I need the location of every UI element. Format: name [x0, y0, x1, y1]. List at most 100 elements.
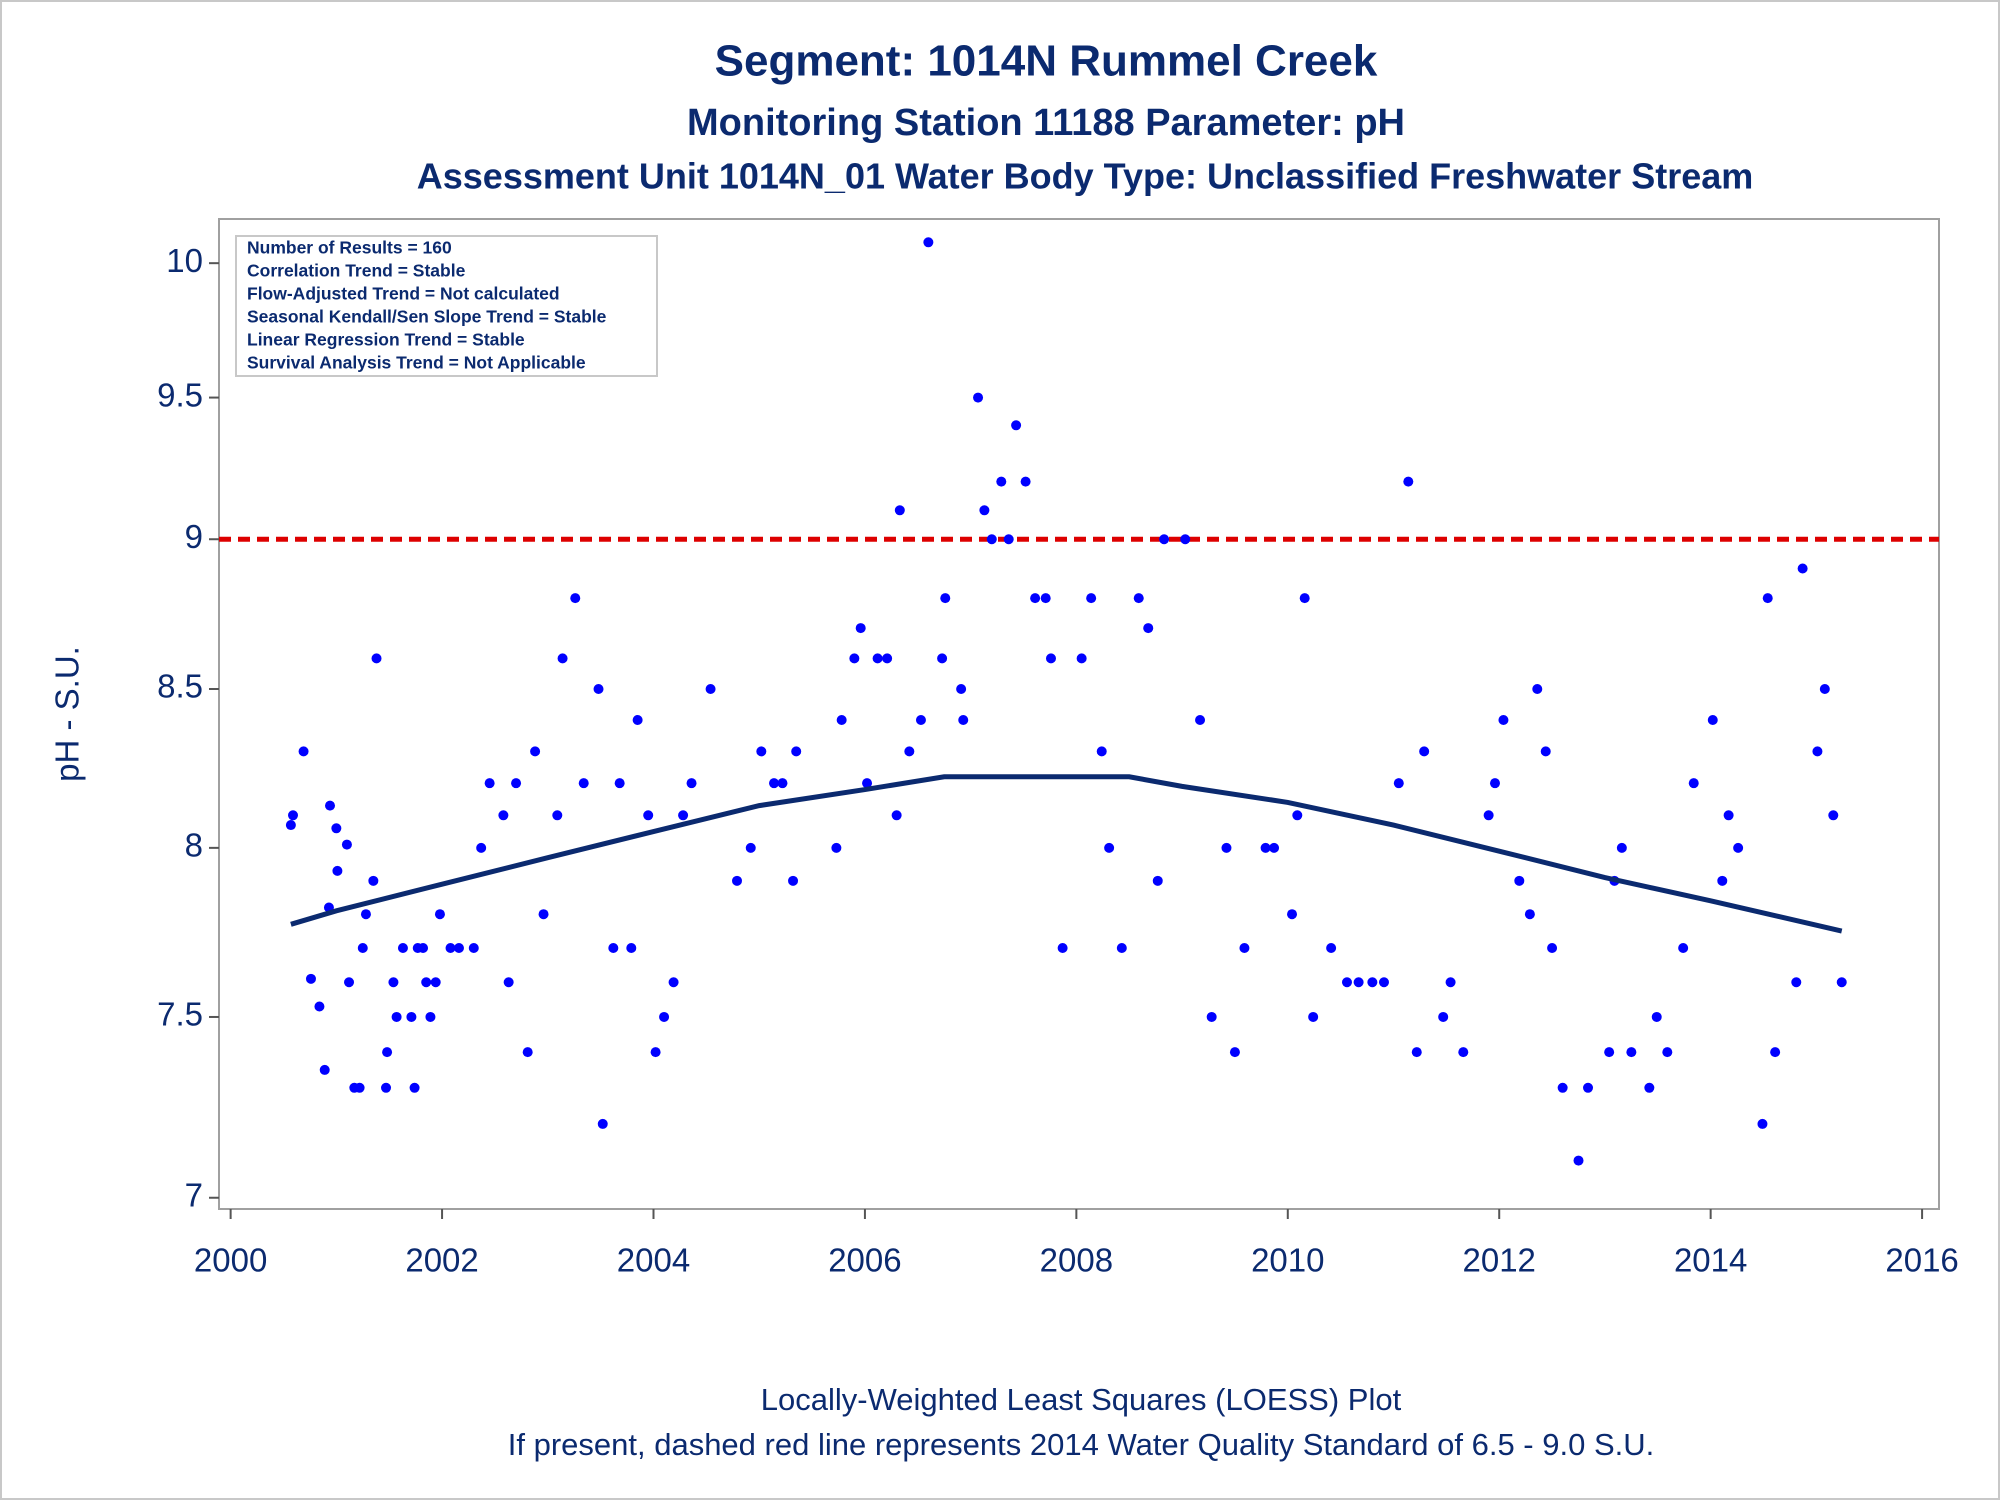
data-point [1353, 977, 1364, 988]
data-point [756, 746, 767, 757]
data-point [668, 977, 679, 988]
data-point [1403, 476, 1414, 487]
data-point [1180, 534, 1191, 545]
data-point [1532, 684, 1543, 695]
data-point [937, 653, 948, 664]
data-point [357, 943, 368, 954]
data-point [1159, 534, 1170, 545]
data-point [1116, 943, 1127, 954]
data-point [368, 875, 379, 886]
data-point [557, 653, 568, 664]
data-point [1287, 909, 1298, 920]
data-point [1836, 977, 1847, 988]
data-point [1540, 746, 1551, 757]
chart-subtitle: Monitoring Station 11188 Parameter: pH [687, 102, 1405, 144]
data-point [1828, 810, 1839, 821]
data-point [305, 973, 316, 984]
data-point [1229, 1047, 1240, 1058]
data-point [973, 392, 984, 403]
data-point [511, 778, 522, 789]
data-point [1045, 653, 1056, 664]
data-point [882, 653, 893, 664]
data-point [732, 875, 743, 886]
data-point [777, 778, 788, 789]
chart-title: Segment: 1014N Rummel Creek [715, 37, 1378, 86]
data-point [791, 746, 802, 757]
data-point [1651, 1011, 1662, 1022]
data-point [1489, 778, 1500, 789]
data-point [1723, 810, 1734, 821]
data-point [632, 715, 643, 726]
x-tick-label: 2010 [1251, 1242, 1324, 1279]
data-point [891, 810, 902, 821]
data-point [1393, 778, 1404, 789]
data-point [986, 534, 997, 545]
data-point [1797, 563, 1808, 574]
data-point [1239, 943, 1250, 954]
data-point [1717, 875, 1728, 886]
data-point [904, 746, 915, 757]
data-point [894, 505, 905, 516]
data-point [1438, 1011, 1449, 1022]
data-point [1206, 1011, 1217, 1022]
data-point [570, 593, 581, 604]
annotation-box [235, 235, 658, 377]
data-point [288, 810, 299, 821]
data-point [445, 943, 456, 954]
data-point [836, 715, 847, 726]
data-point [769, 778, 780, 789]
data-point [831, 842, 842, 853]
data-point [1524, 909, 1535, 920]
data-point [1573, 1155, 1584, 1166]
data-point [484, 778, 495, 789]
data-point [430, 977, 441, 988]
data-point [1812, 746, 1823, 757]
data-point [1030, 593, 1041, 604]
data-point [956, 684, 967, 695]
y-tick-label: 8.5 [157, 668, 203, 705]
data-point [862, 778, 873, 789]
data-point [388, 977, 399, 988]
chart-subtitle: Assessment Unit 1014N_01 Water Body Type… [417, 156, 1754, 197]
data-point [678, 810, 689, 821]
data-point [855, 623, 866, 634]
data-point [498, 810, 509, 821]
data-point [1644, 1082, 1655, 1093]
x-tick-label: 2002 [405, 1242, 478, 1279]
data-point [1762, 593, 1773, 604]
data-point [1308, 1011, 1319, 1022]
x-tick-label: 2000 [194, 1242, 267, 1279]
data-point [1458, 1047, 1469, 1058]
data-point [391, 1011, 402, 1022]
y-tick-label: 9.5 [157, 376, 203, 413]
data-point [1483, 810, 1494, 821]
data-point [979, 505, 990, 516]
data-point [522, 1047, 533, 1058]
annotation: Flow-Adjusted Trend = Not calculated [247, 284, 560, 304]
data-point [1326, 943, 1337, 954]
data-point [360, 909, 371, 920]
data-point [552, 810, 563, 821]
y-tick-label: 8 [185, 827, 203, 864]
footnote: Locally-Weighted Least Squares (LOESS) P… [761, 1382, 1402, 1417]
data-point [453, 943, 464, 954]
data-point [1299, 593, 1310, 604]
data-point [418, 943, 429, 954]
data-point [530, 746, 541, 757]
data-point [745, 842, 756, 853]
y-tick-label: 10 [166, 242, 203, 279]
data-point [1616, 842, 1627, 853]
data-point [476, 842, 487, 853]
data-point [397, 943, 408, 954]
data-point [940, 593, 951, 604]
x-tick-label: 2006 [828, 1242, 901, 1279]
data-point [425, 1011, 436, 1022]
data-point [1626, 1047, 1637, 1058]
data-point [325, 800, 336, 811]
data-point [872, 653, 883, 664]
data-point [1143, 623, 1154, 634]
data-point [434, 909, 445, 920]
data-point [686, 778, 697, 789]
data-point [503, 977, 514, 988]
